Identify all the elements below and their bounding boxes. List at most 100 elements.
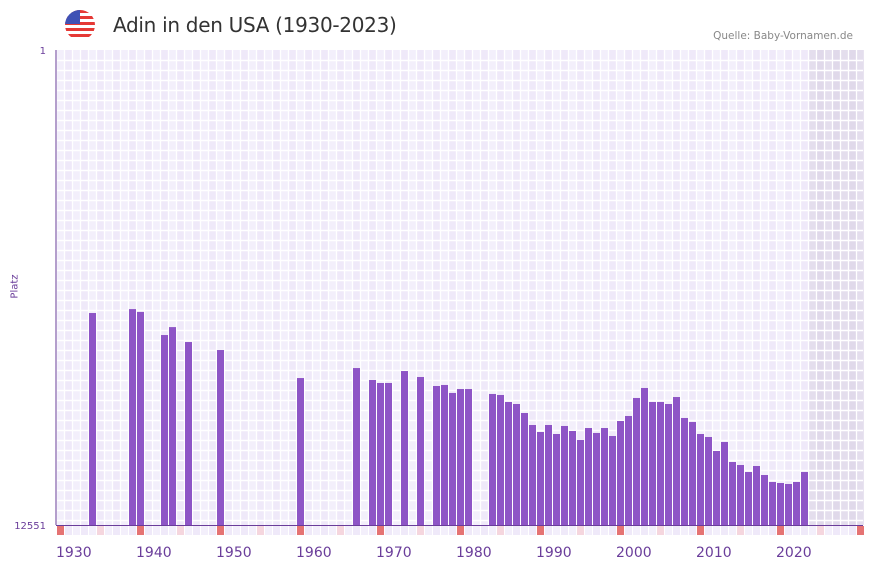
year-marker bbox=[617, 526, 624, 535]
grid-column bbox=[672, 50, 680, 525]
grid-column bbox=[496, 50, 504, 525]
bar-2005 bbox=[657, 402, 664, 525]
year-marker bbox=[793, 526, 800, 535]
grid-column bbox=[360, 50, 368, 525]
year-marker bbox=[121, 526, 128, 535]
grid-column bbox=[768, 50, 776, 525]
bar-1944 bbox=[169, 327, 176, 525]
grid-column bbox=[784, 50, 792, 525]
y-tick-label: 12551 bbox=[14, 521, 46, 532]
grid-column bbox=[88, 50, 96, 525]
grid-column bbox=[224, 50, 232, 525]
year-marker bbox=[545, 526, 552, 535]
year-marker bbox=[489, 526, 496, 535]
year-marker bbox=[785, 526, 792, 535]
year-marker bbox=[585, 526, 592, 535]
bar-1939 bbox=[129, 309, 136, 525]
grid-column bbox=[536, 50, 544, 525]
year-marker bbox=[57, 526, 64, 535]
bar-1984 bbox=[489, 393, 496, 525]
year-marker bbox=[569, 526, 576, 535]
year-marker bbox=[313, 526, 320, 535]
grid-column bbox=[80, 50, 88, 525]
grid-column bbox=[384, 50, 392, 525]
grid-column bbox=[848, 50, 856, 525]
year-marker bbox=[201, 526, 208, 535]
year-marker bbox=[705, 526, 712, 535]
year-marker bbox=[377, 526, 384, 535]
x-tick-label: 1990 bbox=[536, 545, 572, 561]
bar-2021 bbox=[785, 484, 792, 525]
year-marker bbox=[425, 526, 432, 535]
year-marker bbox=[689, 526, 696, 535]
grid-column bbox=[776, 50, 784, 525]
bar-2012 bbox=[713, 450, 720, 525]
bar-1967 bbox=[353, 368, 360, 525]
bar-2003 bbox=[641, 387, 648, 525]
bar-2002 bbox=[633, 397, 640, 525]
year-marker bbox=[217, 526, 224, 535]
grid-column bbox=[112, 50, 120, 525]
grid-column bbox=[120, 50, 128, 525]
bar-1950 bbox=[217, 350, 224, 525]
grid-column bbox=[840, 50, 848, 525]
year-marker bbox=[169, 526, 176, 535]
year-marker bbox=[177, 526, 184, 535]
year-marker bbox=[641, 526, 648, 535]
bar-2004 bbox=[649, 402, 656, 525]
year-marker bbox=[97, 526, 104, 535]
year-marker bbox=[193, 526, 200, 535]
x-tick-label: 1980 bbox=[456, 545, 492, 561]
grid-column bbox=[288, 50, 296, 525]
year-marker bbox=[497, 526, 504, 535]
bar-1960 bbox=[297, 378, 304, 525]
grid-column bbox=[576, 50, 584, 525]
grid-column bbox=[664, 50, 672, 525]
bar-1969 bbox=[369, 380, 376, 525]
year-marker bbox=[849, 526, 856, 535]
year-marker bbox=[289, 526, 296, 535]
x-tick-label: 2020 bbox=[776, 545, 812, 561]
grid-column bbox=[72, 50, 80, 525]
bar-1997 bbox=[593, 432, 600, 525]
year-marker bbox=[73, 526, 80, 535]
bar-2009 bbox=[689, 422, 696, 525]
grid-column bbox=[528, 50, 536, 525]
grid-column bbox=[136, 50, 144, 525]
grid-column bbox=[720, 50, 728, 525]
year-marker bbox=[673, 526, 680, 535]
bar-1975 bbox=[417, 376, 424, 525]
grid-column bbox=[128, 50, 136, 525]
grid-column bbox=[824, 50, 832, 525]
grid-column bbox=[520, 50, 528, 525]
year-marker bbox=[185, 526, 192, 535]
x-tick-label: 1960 bbox=[296, 545, 332, 561]
year-marker bbox=[801, 526, 808, 535]
year-marker bbox=[825, 526, 832, 535]
year-marker bbox=[209, 526, 216, 535]
grid-column bbox=[392, 50, 400, 525]
bar-1998 bbox=[601, 428, 608, 525]
x-tick-label: 1940 bbox=[136, 545, 172, 561]
bar-1973 bbox=[401, 371, 408, 525]
grid-column bbox=[376, 50, 384, 525]
grid-column bbox=[232, 50, 240, 525]
grid-column bbox=[800, 50, 808, 525]
bar-1991 bbox=[545, 424, 552, 525]
grid-column bbox=[144, 50, 152, 525]
year-marker bbox=[633, 526, 640, 535]
grid-column bbox=[856, 50, 864, 525]
grid-column bbox=[504, 50, 512, 525]
year-marker bbox=[257, 526, 264, 535]
grid-column bbox=[792, 50, 800, 525]
grid-column bbox=[152, 50, 160, 525]
grid-column bbox=[616, 50, 624, 525]
bar-2019 bbox=[769, 481, 776, 525]
grid-column bbox=[160, 50, 168, 525]
year-marker bbox=[761, 526, 768, 535]
bar-1994 bbox=[569, 431, 576, 525]
year-marker bbox=[593, 526, 600, 535]
grid-column bbox=[320, 50, 328, 525]
grid-column bbox=[688, 50, 696, 525]
